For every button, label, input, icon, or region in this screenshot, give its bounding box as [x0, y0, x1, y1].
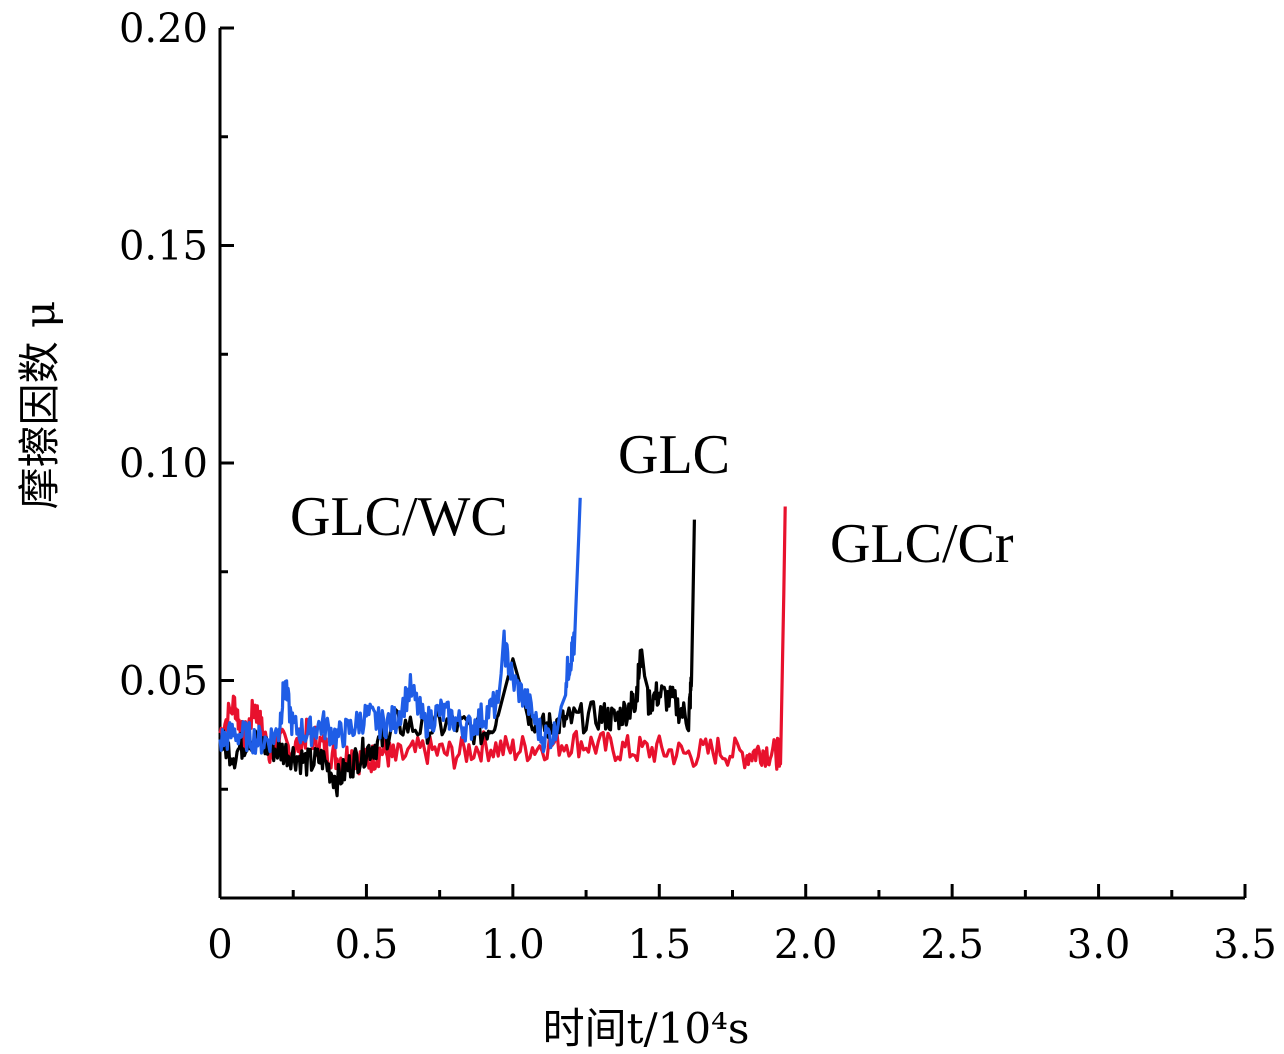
y-tick-label: 0.20 [119, 6, 208, 52]
y-axis-title: 摩擦因数 μ [15, 301, 64, 510]
x-tick-label: 3.0 [1067, 922, 1131, 968]
x-axis-title: 时间t/10⁴s [543, 1004, 750, 1053]
x-tick-label: 1.0 [481, 922, 545, 968]
series-line-glc [218, 519, 696, 798]
x-tick-label: 2.5 [920, 922, 984, 968]
y-tick-label: 0.15 [119, 224, 208, 270]
x-tick-label: 3.5 [1213, 922, 1277, 968]
series-group [218, 497, 787, 798]
annotation-glc: GLC [618, 424, 730, 486]
x-tick-label: 2.0 [774, 922, 838, 968]
axes [218, 26, 1247, 900]
y-tick-label: 0.05 [119, 659, 208, 705]
x-tick-label: 0.5 [335, 922, 399, 968]
series-line-glc-wc [218, 497, 582, 755]
x-tick-label: 0 [207, 922, 232, 968]
annotation-glc-wc: GLC/WC [290, 486, 508, 548]
y-tick-label: 0.10 [119, 441, 208, 487]
annotation-glc-cr: GLC/Cr [830, 513, 1014, 575]
x-tick-label: 1.5 [627, 922, 691, 968]
tick-labels: 0 0.5 1.0 1.5 2.0 2.5 3.0 3.5 0.05 0.10 0.15 0.20 [119, 6, 1277, 968]
